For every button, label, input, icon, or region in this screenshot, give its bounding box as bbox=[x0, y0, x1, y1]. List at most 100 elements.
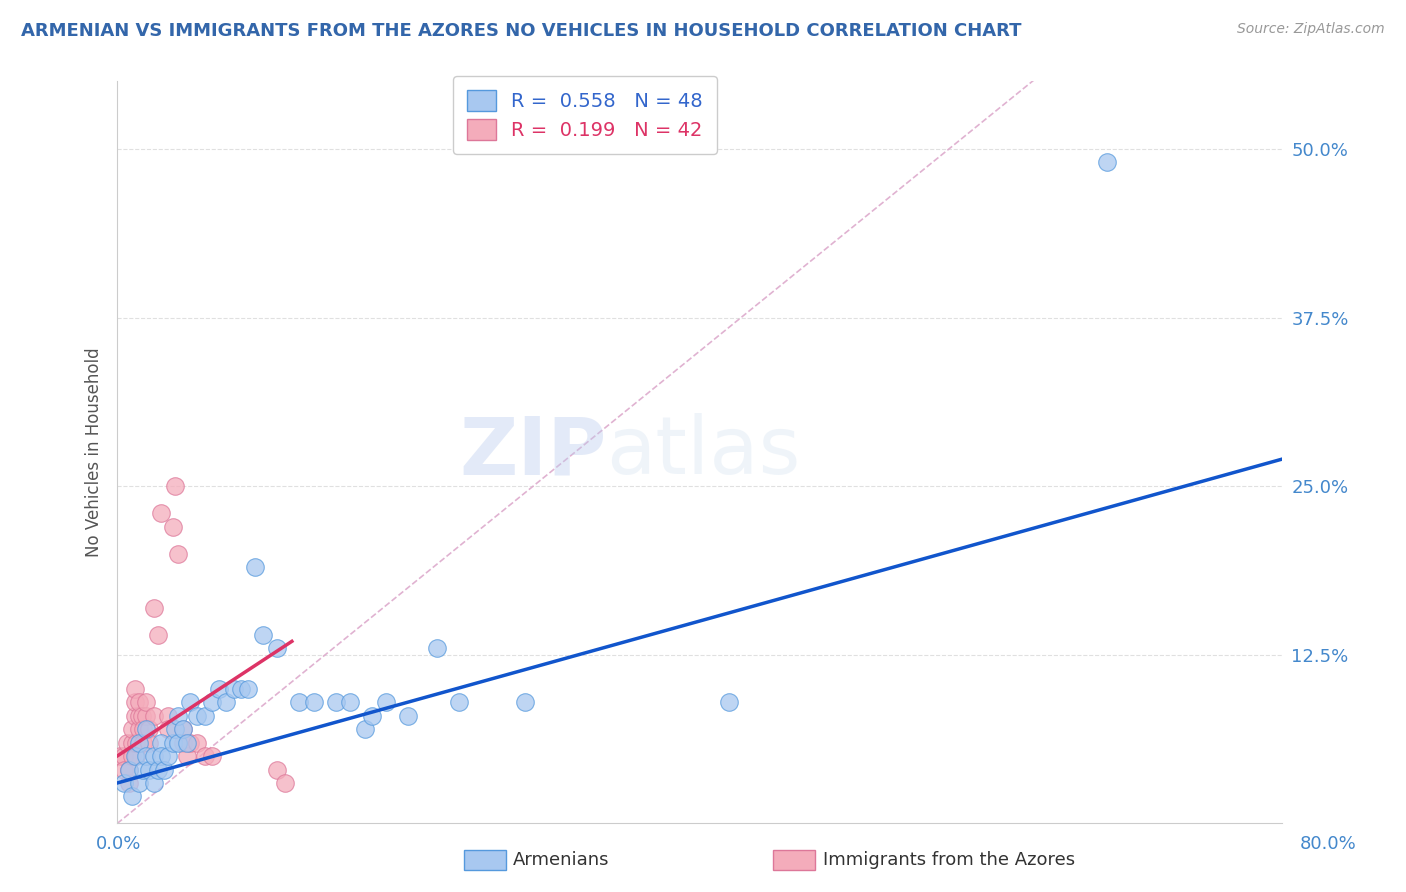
Point bbox=[149, 749, 172, 764]
Legend: R =  0.558   N = 48, R =  0.199   N = 42: R = 0.558 N = 48, R = 0.199 N = 42 bbox=[453, 77, 717, 153]
Point bbox=[118, 776, 141, 790]
Point bbox=[118, 763, 141, 777]
Point bbox=[125, 735, 148, 749]
Point bbox=[142, 600, 165, 615]
Point bbox=[266, 763, 288, 777]
Point bbox=[125, 749, 148, 764]
Point bbox=[426, 641, 449, 656]
Point bbox=[176, 749, 198, 764]
Point bbox=[132, 763, 155, 777]
Point bbox=[135, 708, 157, 723]
Point bbox=[172, 722, 194, 736]
Point bbox=[266, 641, 288, 656]
Text: ZIP: ZIP bbox=[458, 414, 606, 491]
Point bbox=[193, 749, 215, 764]
Text: Source: ZipAtlas.com: Source: ZipAtlas.com bbox=[1237, 22, 1385, 37]
Point bbox=[193, 708, 215, 723]
Point bbox=[157, 708, 180, 723]
Point bbox=[146, 763, 169, 777]
Point bbox=[162, 735, 184, 749]
Point bbox=[339, 695, 361, 709]
Point bbox=[121, 735, 143, 749]
Point bbox=[128, 708, 150, 723]
Point bbox=[717, 695, 740, 709]
Point bbox=[165, 722, 187, 736]
Point bbox=[135, 695, 157, 709]
Point bbox=[238, 681, 260, 696]
Y-axis label: No Vehicles in Household: No Vehicles in Household bbox=[86, 348, 103, 558]
Point bbox=[121, 722, 143, 736]
Point bbox=[138, 722, 160, 736]
Point bbox=[124, 681, 146, 696]
Text: Armenians: Armenians bbox=[513, 851, 610, 869]
Point bbox=[138, 763, 160, 777]
Point bbox=[146, 627, 169, 641]
Point bbox=[215, 695, 238, 709]
Point bbox=[172, 722, 194, 736]
Text: Immigrants from the Azores: Immigrants from the Azores bbox=[823, 851, 1074, 869]
Point bbox=[208, 681, 231, 696]
Point bbox=[149, 506, 172, 520]
Point bbox=[162, 519, 184, 533]
Point bbox=[353, 722, 375, 736]
Text: atlas: atlas bbox=[606, 414, 800, 491]
Point bbox=[172, 735, 194, 749]
Point bbox=[361, 708, 384, 723]
Point bbox=[128, 695, 150, 709]
Point bbox=[302, 695, 325, 709]
Point bbox=[114, 776, 136, 790]
Point bbox=[117, 735, 139, 749]
Point bbox=[152, 763, 174, 777]
Point bbox=[124, 695, 146, 709]
Point bbox=[201, 695, 224, 709]
Point bbox=[108, 749, 131, 764]
Point bbox=[375, 695, 398, 709]
Text: 80.0%: 80.0% bbox=[1301, 835, 1357, 853]
Point bbox=[288, 695, 311, 709]
Point bbox=[114, 749, 136, 764]
Point bbox=[157, 749, 180, 764]
Point bbox=[124, 708, 146, 723]
Point bbox=[142, 749, 165, 764]
Point bbox=[1095, 155, 1118, 169]
Point bbox=[128, 776, 150, 790]
Point bbox=[245, 560, 267, 574]
Point bbox=[179, 695, 201, 709]
Point bbox=[149, 735, 172, 749]
Text: 0.0%: 0.0% bbox=[96, 835, 141, 853]
Point bbox=[142, 708, 165, 723]
Text: ARMENIAN VS IMMIGRANTS FROM THE AZORES NO VEHICLES IN HOUSEHOLD CORRELATION CHAR: ARMENIAN VS IMMIGRANTS FROM THE AZORES N… bbox=[21, 22, 1022, 40]
Point bbox=[157, 722, 180, 736]
Point bbox=[128, 722, 150, 736]
Point bbox=[114, 763, 136, 777]
Point bbox=[128, 735, 150, 749]
Point bbox=[165, 479, 187, 493]
Point bbox=[124, 749, 146, 764]
Point bbox=[176, 735, 198, 749]
Point bbox=[222, 681, 245, 696]
Point bbox=[273, 776, 295, 790]
Point bbox=[186, 735, 208, 749]
Point bbox=[513, 695, 536, 709]
Point bbox=[131, 708, 153, 723]
Point bbox=[179, 735, 201, 749]
Point bbox=[325, 695, 347, 709]
Point bbox=[132, 735, 155, 749]
Point bbox=[167, 735, 190, 749]
Point bbox=[252, 627, 274, 641]
Point bbox=[449, 695, 471, 709]
Point bbox=[396, 708, 419, 723]
Point bbox=[135, 749, 157, 764]
Point bbox=[229, 681, 252, 696]
Point bbox=[121, 789, 143, 804]
Point bbox=[167, 708, 190, 723]
Point bbox=[167, 547, 190, 561]
Point bbox=[135, 722, 157, 736]
Point bbox=[118, 763, 141, 777]
Point bbox=[138, 735, 160, 749]
Point bbox=[186, 708, 208, 723]
Point bbox=[201, 749, 224, 764]
Point bbox=[142, 776, 165, 790]
Point bbox=[121, 749, 143, 764]
Point bbox=[132, 722, 155, 736]
